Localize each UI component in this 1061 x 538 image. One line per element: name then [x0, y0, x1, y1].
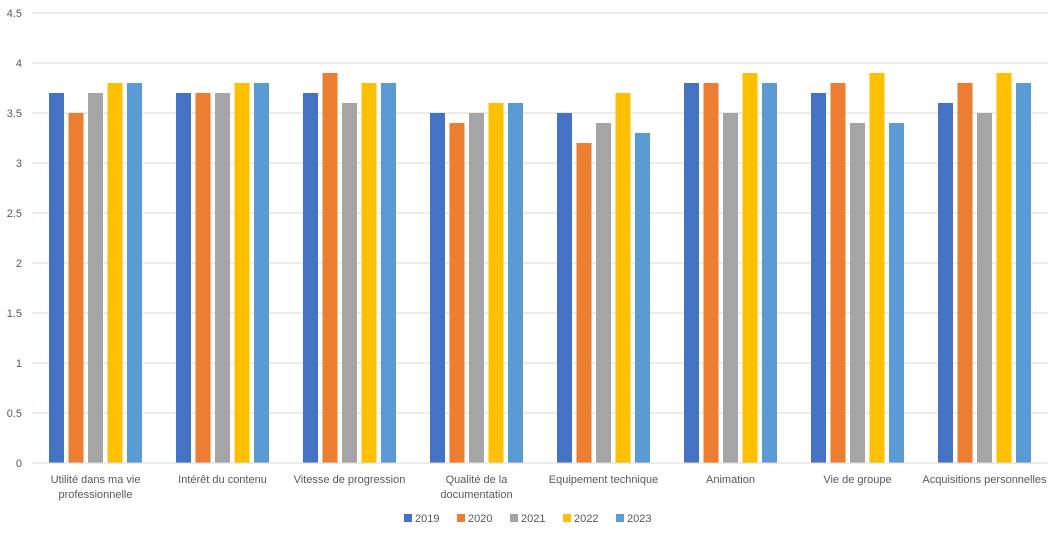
legend-label: 2020 — [468, 513, 492, 525]
y-tick-label: 2 — [16, 258, 22, 270]
bar-2019[interactable] — [684, 83, 699, 463]
bar-2020[interactable] — [322, 73, 338, 463]
bar-2021[interactable] — [342, 103, 357, 463]
bar-2021[interactable] — [215, 93, 230, 463]
x-category-label: Acquisitions personnelles — [922, 474, 1047, 486]
y-axis-ticks: 0 0.5 1 1.5 2 2.5 3 3.5 4 4.5 — [7, 8, 22, 470]
y-tick-label: 1.5 — [7, 308, 22, 320]
y-tick-label: 0.5 — [7, 408, 22, 420]
bar-2023[interactable] — [762, 83, 777, 463]
legend-item-2023[interactable]: 2023 — [616, 513, 651, 525]
legend-swatch — [616, 514, 624, 522]
legend-label: 2021 — [521, 513, 545, 525]
legend-swatch — [457, 514, 465, 522]
bar-2019[interactable] — [811, 93, 826, 463]
legend-label: 2023 — [627, 513, 651, 525]
bar-2021[interactable] — [469, 113, 484, 463]
x-category-label: Vie de groupe — [823, 474, 891, 486]
y-tick-label: 3.5 — [7, 108, 22, 120]
bar-2022[interactable] — [615, 93, 631, 463]
bar-2020[interactable] — [957, 83, 973, 463]
legend-label: 2022 — [574, 513, 598, 525]
x-category-label: Utilité dans ma vie professionnelle — [51, 474, 141, 501]
legend-label: 2019 — [415, 513, 439, 525]
bar-2019[interactable] — [938, 103, 953, 463]
bar-2020[interactable] — [195, 93, 211, 463]
x-category-label: Animation — [706, 474, 755, 486]
y-tick-label: 0 — [16, 458, 22, 470]
bar-2022[interactable] — [742, 73, 758, 463]
bar-2021[interactable] — [596, 123, 611, 463]
y-tick-label: 3 — [16, 158, 22, 170]
bar-2021[interactable] — [850, 123, 865, 463]
bar-2019[interactable] — [303, 93, 318, 463]
x-category-label: Intérêt du contenu — [178, 474, 267, 486]
bar-2021[interactable] — [977, 113, 992, 463]
bar-2023[interactable] — [635, 133, 650, 463]
bar-2022[interactable] — [488, 103, 504, 463]
bar-2021[interactable] — [723, 113, 738, 463]
bar-2019[interactable] — [430, 113, 445, 463]
legend[interactable]: 2019 2020 2021 2022 2023 — [404, 513, 651, 525]
bar-2020[interactable] — [576, 143, 592, 463]
y-tick-label: 2.5 — [7, 208, 22, 220]
legend-swatch — [510, 514, 518, 522]
bar-2019[interactable] — [49, 93, 64, 463]
bar-2022[interactable] — [107, 83, 123, 463]
x-category-label: Qualité de la documentation — [440, 474, 512, 501]
bar-2020[interactable] — [703, 83, 719, 463]
legend-item-2020[interactable]: 2020 — [457, 513, 492, 525]
legend-swatch — [404, 514, 412, 522]
x-axis-category-labels: Utilité dans ma vie professionnelle Intérê… — [51, 474, 1047, 501]
bar-2023[interactable] — [254, 83, 269, 463]
bar-2020[interactable] — [449, 123, 465, 463]
bar-2022[interactable] — [234, 83, 250, 463]
bar-2022[interactable] — [361, 83, 377, 463]
legend-item-2022[interactable]: 2022 — [563, 513, 598, 525]
bar-2023[interactable] — [381, 83, 396, 463]
bar-2023[interactable] — [889, 123, 904, 463]
x-category-label: Equipement technique — [549, 474, 658, 486]
bar-2022[interactable] — [869, 73, 885, 463]
bar-2020[interactable] — [830, 83, 846, 463]
bar-2019[interactable] — [176, 93, 191, 463]
y-tick-label: 1 — [16, 358, 22, 370]
bar-2019[interactable] — [557, 113, 572, 463]
legend-item-2019[interactable]: 2019 — [404, 513, 439, 525]
bar-2022[interactable] — [996, 73, 1012, 463]
bars — [49, 73, 1031, 463]
y-tick-label: 4.5 — [7, 8, 22, 20]
y-tick-label: 4 — [16, 58, 22, 70]
bar-2021[interactable] — [88, 93, 103, 463]
bar-2023[interactable] — [1016, 83, 1031, 463]
legend-item-2021[interactable]: 2021 — [510, 513, 545, 525]
legend-swatch — [563, 514, 571, 522]
x-category-label: Vitesse de progression — [294, 474, 406, 486]
bar-2020[interactable] — [68, 113, 84, 463]
bar-2023[interactable] — [508, 103, 523, 463]
bar-2023[interactable] — [127, 83, 142, 463]
